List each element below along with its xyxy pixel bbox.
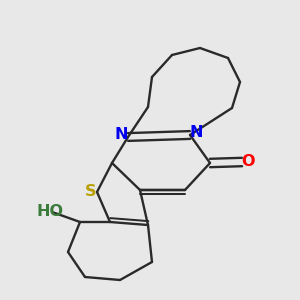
Text: HO: HO [37, 205, 64, 220]
Text: N: N [115, 127, 128, 142]
Text: O: O [241, 154, 255, 169]
Text: S: S [85, 184, 97, 200]
Text: N: N [189, 125, 203, 140]
